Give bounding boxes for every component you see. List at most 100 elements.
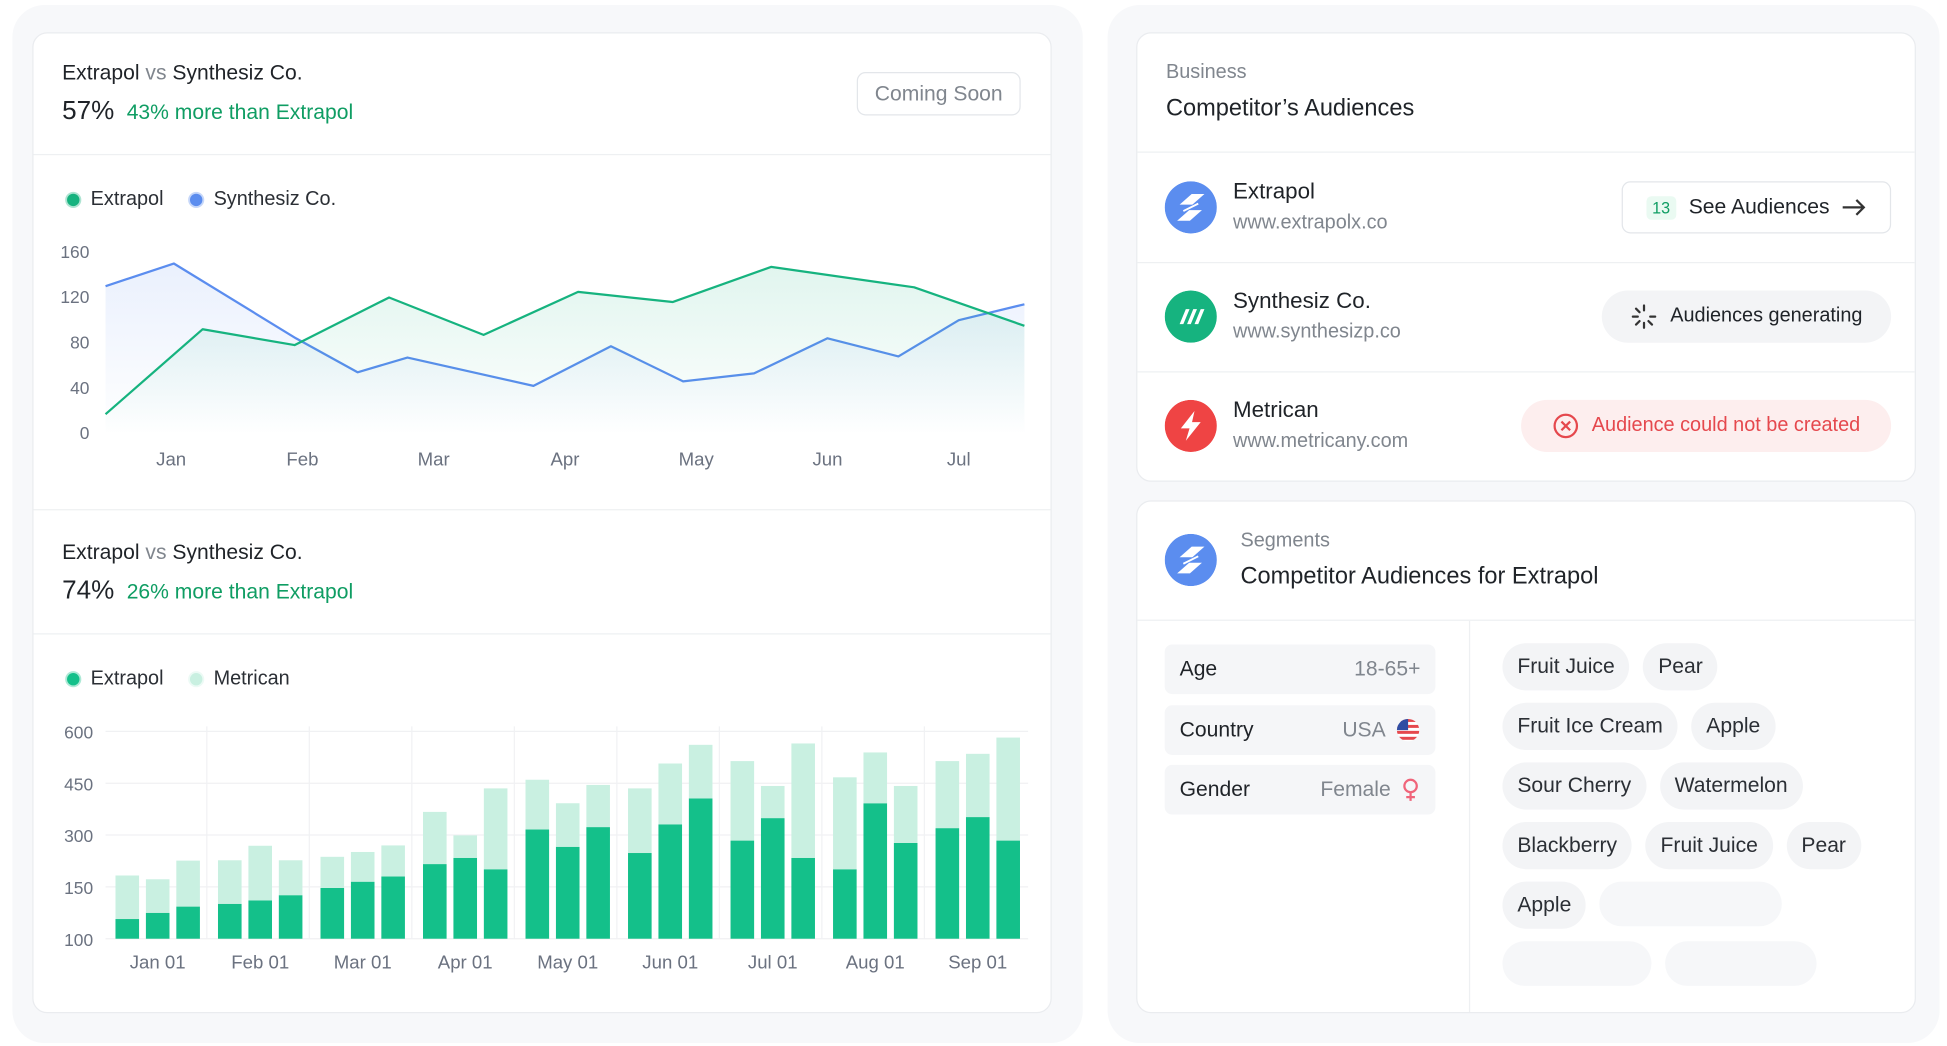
x-tick-label: Jun xyxy=(812,449,842,470)
bar-segment xyxy=(730,840,755,939)
competitor-url: www.metricany.com xyxy=(1233,430,1409,452)
bar-segment xyxy=(483,869,508,939)
legend-swatch xyxy=(65,191,82,208)
bar-segment xyxy=(381,876,405,939)
bar-segment xyxy=(893,785,918,843)
legend-label: Extrapol xyxy=(91,667,164,689)
y-tick-label: 600 xyxy=(64,722,93,742)
bar-segment xyxy=(381,845,405,877)
divider xyxy=(1137,261,1915,264)
divider xyxy=(33,633,1051,635)
segment-tag: Fruit Juice xyxy=(1502,643,1630,691)
bar-segment xyxy=(453,835,478,858)
bar-segment xyxy=(628,853,652,939)
bar-segment xyxy=(935,761,960,829)
y-tick-label: 120 xyxy=(60,287,89,307)
divider xyxy=(33,509,1051,511)
attribute-value: Female xyxy=(1320,777,1391,801)
attribute-value: USA xyxy=(1342,717,1386,742)
bar-segment xyxy=(423,864,447,939)
attribute-row: Country USA xyxy=(1164,705,1436,755)
attribute-label: Age xyxy=(1179,656,1218,681)
title-part: vs xyxy=(145,60,167,85)
bar-segment xyxy=(145,912,170,939)
bar-segment xyxy=(278,895,303,939)
segment-tag: Pear xyxy=(1643,643,1718,691)
bar-segment xyxy=(453,857,478,939)
x-tick-label: May xyxy=(679,449,715,470)
error-icon xyxy=(1553,413,1578,439)
segment-tag: Apple xyxy=(1502,881,1587,929)
x-tick-label: Jun 01 xyxy=(642,951,698,972)
attribute-value: 18-65+ xyxy=(1354,656,1421,681)
bar-segment xyxy=(996,737,1020,841)
y-tick-label: 150 xyxy=(64,878,93,898)
competitor-name: Metrican xyxy=(1233,397,1319,423)
x-tick-label: Feb xyxy=(286,449,318,470)
bar-segment xyxy=(760,818,785,939)
legend-swatch xyxy=(188,671,205,688)
bar-segment xyxy=(996,840,1020,939)
bar-segment xyxy=(658,824,683,939)
divider xyxy=(1137,151,1915,153)
title-part: Extrapol xyxy=(62,540,140,564)
tag-placeholder xyxy=(1665,941,1817,986)
bar-segment xyxy=(115,919,140,939)
segment-tag: Sour Cherry xyxy=(1502,762,1647,810)
synthesiz-logo xyxy=(1164,290,1217,343)
x-tick-label: May 01 xyxy=(537,951,598,972)
bar-segment xyxy=(586,784,610,828)
spinner-icon xyxy=(1631,304,1657,329)
segment-tag: Blackberry xyxy=(1502,822,1632,870)
card-title: Competitor’s Audiences xyxy=(1165,95,1415,122)
bar-segment xyxy=(688,798,713,939)
bar-segment xyxy=(320,887,345,939)
bar-segment xyxy=(863,752,888,804)
headline-note: 43% more than Extrapol xyxy=(126,100,354,125)
bar-segment xyxy=(115,875,140,920)
title-part: Synthesiz Co. xyxy=(172,60,303,85)
attribute-row: Age 18-65+ xyxy=(1164,644,1436,695)
arrow-icon xyxy=(1843,199,1866,216)
bar-segment xyxy=(760,785,785,819)
divider xyxy=(1137,619,1915,621)
divider xyxy=(33,153,1051,156)
bar-segment xyxy=(628,788,652,854)
x-tick-label: Aug 01 xyxy=(846,951,905,972)
legend-label: Synthesiz Co. xyxy=(214,188,337,210)
extrapol-logo xyxy=(1164,533,1217,587)
bar-segment xyxy=(688,744,713,799)
comparison-title: Extrapol vs Synthesiz Co. xyxy=(62,540,303,565)
headline: 57% xyxy=(62,96,115,126)
bar-segment xyxy=(217,903,242,939)
coming-soon-badge: Coming Soon xyxy=(856,72,1021,116)
bar-segment xyxy=(965,817,990,939)
y-tick-label: 100 xyxy=(64,930,93,950)
status-label: Audience could not be created xyxy=(1591,414,1861,436)
competitor-name: Extrapol xyxy=(1233,178,1316,204)
bar-segment xyxy=(833,869,857,939)
attribute-label: Country xyxy=(1179,717,1254,742)
bar-segment xyxy=(176,906,200,939)
bar-segment xyxy=(217,860,242,904)
bar-segment xyxy=(320,856,345,888)
error-status: Audience could not be created xyxy=(1521,399,1892,452)
x-tick-label: Jul 01 xyxy=(748,951,798,972)
bar-segment xyxy=(791,743,815,858)
see-audiences-button[interactable]: 13 See Audiences xyxy=(1621,181,1892,234)
extrapol-logo xyxy=(1164,181,1217,234)
bar-segment xyxy=(525,829,550,939)
status-label: Audiences generating xyxy=(1670,305,1863,327)
y-tick-label: 160 xyxy=(60,242,89,262)
tag-placeholder xyxy=(1599,881,1783,927)
female-icon xyxy=(1403,778,1418,801)
competitor-url: www.extrapolx.co xyxy=(1233,212,1388,234)
bar-segment xyxy=(935,828,960,939)
eyebrow: Business xyxy=(1165,62,1247,84)
audience-count: 13 xyxy=(1645,195,1677,220)
segment-tag: Apple xyxy=(1691,702,1776,750)
bar-segment xyxy=(525,779,550,830)
bar-segment xyxy=(350,881,375,939)
generating-status: Audiences generating xyxy=(1601,290,1892,343)
x-tick-label: Sep 01 xyxy=(948,951,1007,972)
